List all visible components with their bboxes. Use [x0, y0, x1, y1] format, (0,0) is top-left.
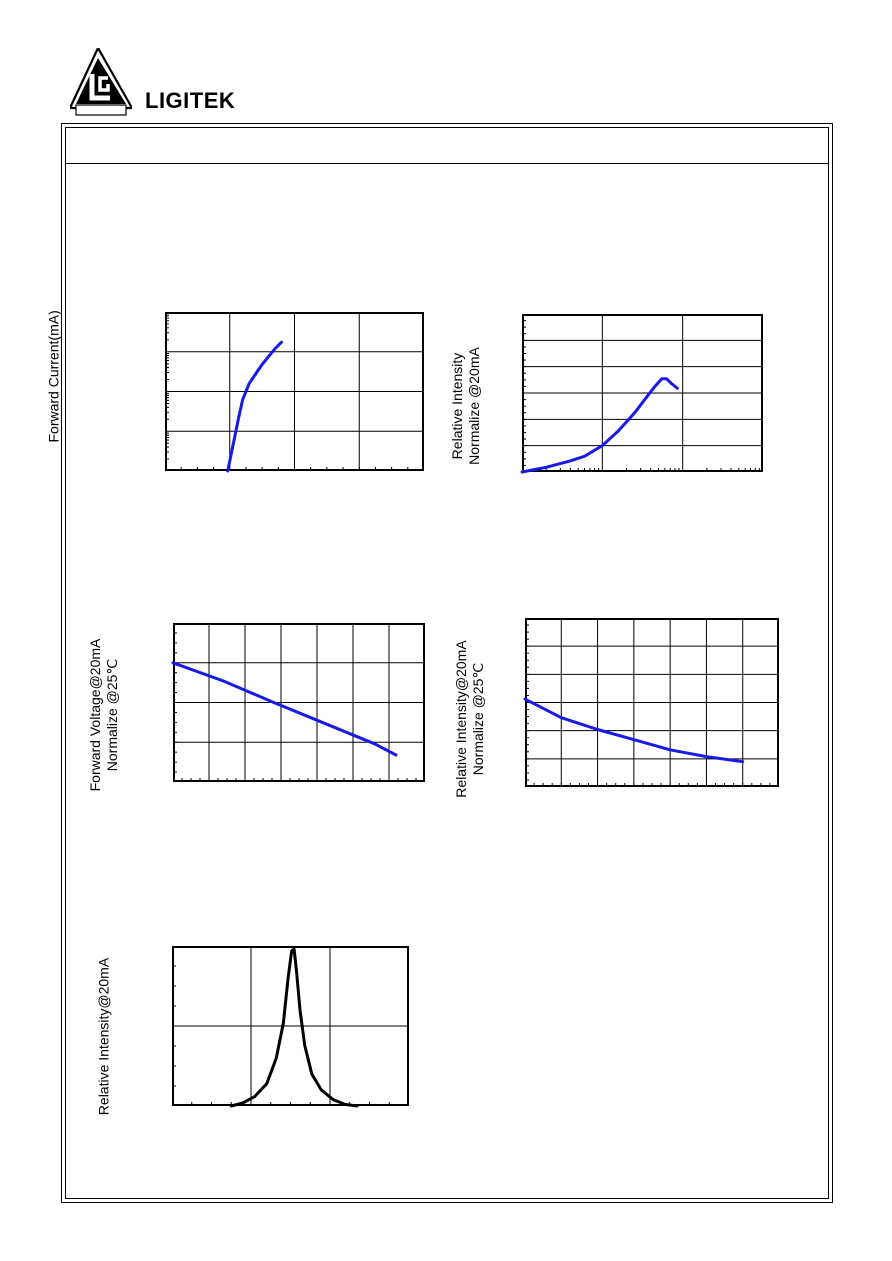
brand-name: LIGITEK: [145, 88, 236, 113]
ligitek-logo: [70, 48, 132, 116]
chart2-ylabel: Relative Intensity Normalize @20mA: [449, 341, 483, 471]
forward-voltage-vs-temperature-chart: [171, 623, 425, 782]
chart2-plot-frame: [522, 314, 763, 472]
chart1-series-line: [226, 340, 283, 473]
document-frame-inner: [65, 127, 829, 1199]
chart2-series-line: [520, 377, 679, 474]
relative-intensity-vs-current-chart: [520, 314, 763, 474]
chart1-ylabel-line1: Forward Current(mA): [45, 310, 62, 443]
chart3-ylabel-line1: Forward Voltage@20mA: [87, 638, 103, 792]
chart1-plot-frame: [165, 312, 424, 471]
chart4-ylabel: Relative Intensity@20mA Normalize @25℃: [453, 631, 487, 807]
chart4-plot-frame: [525, 618, 779, 787]
chart5-plot-frame: [172, 946, 409, 1106]
chart4-ylabel-line2: Normalize @25℃: [470, 662, 486, 776]
chart1-ylabel: Forward Current(mA): [46, 310, 63, 442]
chart3-series-line: [171, 661, 398, 757]
header-divider: [65, 163, 829, 164]
chart3-ylabel: Forward Voltage@20mA Normalize @25℃: [87, 630, 121, 800]
relative-intensity-vs-temperature-chart: [523, 618, 779, 787]
chart4-series-line: [523, 697, 745, 764]
forward-current-chart: [165, 312, 424, 473]
spectral-distribution-chart: [172, 946, 409, 1108]
chart2-ylabel-line2: Normalize @20mA: [466, 347, 482, 465]
chart5-ylabel: Relative Intensity@20mA: [96, 952, 113, 1122]
chart3-ylabel-line2: Normalize @25℃: [104, 658, 120, 772]
chart3-plot-frame: [173, 623, 425, 782]
chart2-ylabel-line1: Relative Intensity: [449, 352, 465, 460]
chart5-ylabel-line1: Relative Intensity@20mA: [95, 957, 112, 1116]
chart5-series-line: [229, 947, 359, 1108]
document-frame: [61, 123, 833, 1203]
chart4-ylabel-line1: Relative Intensity@20mA: [453, 640, 469, 798]
